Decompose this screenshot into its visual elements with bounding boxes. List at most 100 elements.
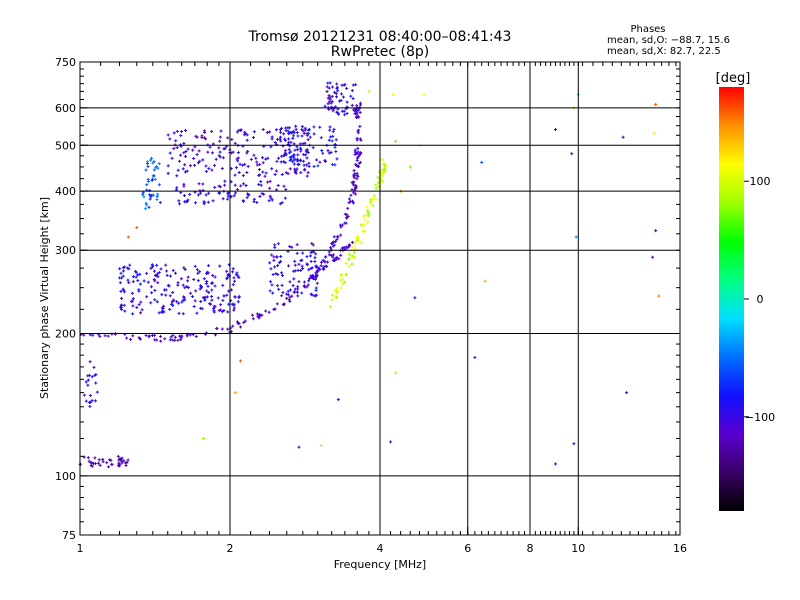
data-point — [156, 281, 160, 285]
data-point — [330, 163, 334, 167]
data-point — [297, 262, 301, 266]
data-point — [131, 297, 135, 301]
data-point — [311, 275, 315, 279]
data-point — [280, 294, 284, 298]
data-point — [273, 243, 277, 247]
data-point — [553, 462, 557, 466]
data-point — [179, 335, 183, 339]
data-point — [221, 197, 225, 201]
data-point — [131, 334, 135, 338]
data-point — [358, 160, 362, 164]
data-point — [271, 273, 275, 277]
data-point — [122, 290, 126, 294]
data-point — [121, 269, 125, 273]
data-point — [280, 283, 284, 287]
data-point — [177, 159, 181, 163]
data-point — [154, 274, 158, 278]
data-point — [356, 238, 360, 242]
data-point — [570, 152, 574, 156]
data-point — [236, 159, 240, 163]
data-point — [236, 156, 240, 160]
data-point — [258, 312, 262, 316]
data-point — [312, 125, 316, 129]
data-point — [150, 178, 154, 182]
data-point — [101, 457, 105, 461]
data-point — [120, 303, 124, 307]
data-point — [305, 285, 309, 289]
data-point — [333, 289, 337, 293]
data-point — [165, 269, 169, 273]
data-point — [129, 337, 133, 341]
data-point — [279, 255, 283, 259]
data-point — [363, 229, 367, 233]
data-point — [226, 192, 230, 196]
data-point — [232, 276, 236, 280]
data-point — [179, 134, 183, 138]
data-point — [168, 151, 172, 155]
data-point — [204, 295, 208, 299]
data-point — [245, 151, 249, 155]
data-point — [304, 163, 308, 167]
data-point — [182, 266, 186, 270]
data-point — [260, 192, 264, 196]
data-point — [150, 291, 154, 295]
data-point — [199, 285, 203, 289]
data-point — [149, 158, 153, 162]
data-point — [171, 268, 175, 272]
data-point — [289, 150, 293, 154]
data-point — [394, 139, 398, 143]
data-point — [354, 162, 358, 166]
data-point — [306, 150, 310, 154]
data-point — [121, 266, 125, 270]
data-point — [347, 201, 351, 205]
data-point — [211, 273, 215, 277]
data-point — [281, 290, 285, 294]
data-point — [295, 145, 299, 149]
data-point — [380, 174, 384, 178]
data-point — [195, 311, 199, 315]
data-point — [205, 289, 209, 293]
data-point — [246, 149, 250, 153]
data-point — [283, 161, 287, 165]
data-point — [307, 279, 311, 283]
data-point — [151, 174, 155, 178]
data-point — [199, 306, 203, 310]
data-point — [239, 184, 243, 188]
data-point — [160, 310, 164, 314]
data-point — [152, 160, 156, 164]
data-point — [353, 188, 357, 192]
data-point — [336, 398, 340, 402]
data-point — [341, 282, 345, 286]
y-tick-label: 600 — [55, 102, 76, 115]
data-point — [313, 259, 317, 263]
data-point — [222, 309, 226, 313]
data-point — [268, 261, 272, 265]
data-point — [336, 89, 340, 93]
data-point — [141, 191, 145, 195]
data-point — [355, 158, 359, 162]
data-point — [195, 153, 199, 157]
data-point — [332, 235, 336, 239]
data-point — [315, 281, 319, 285]
data-point — [97, 458, 101, 462]
data-point — [188, 333, 192, 337]
data-point — [330, 298, 334, 302]
data-point — [291, 284, 295, 288]
data-point — [339, 274, 343, 278]
data-point — [339, 225, 343, 229]
x-axis-label: Frequency [MHz] — [334, 558, 426, 571]
data-point — [257, 168, 261, 172]
data-point — [176, 168, 180, 172]
data-point — [334, 138, 338, 142]
data-point — [218, 135, 222, 139]
data-point — [290, 131, 294, 135]
data-point — [128, 263, 132, 267]
data-point — [328, 125, 332, 129]
data-point — [145, 271, 149, 275]
data-point — [327, 250, 331, 254]
data-point — [270, 198, 274, 202]
data-point — [147, 335, 151, 339]
data-point — [345, 100, 349, 104]
data-point — [311, 276, 315, 280]
data-point — [334, 150, 338, 154]
